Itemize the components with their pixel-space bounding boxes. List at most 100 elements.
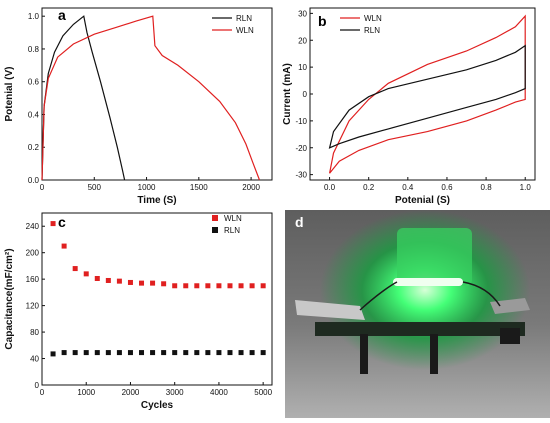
data-point-wln — [83, 271, 89, 277]
x-tick-label: 0.8 — [481, 183, 493, 192]
series-line-rln — [328, 44, 526, 149]
legend-label: RLN — [364, 26, 380, 35]
x-tick-label: 500 — [88, 183, 102, 192]
series-line-wln — [329, 14, 526, 174]
left-clip — [295, 300, 365, 320]
data-point-rln — [50, 351, 56, 357]
x-tick-label: 0 — [40, 388, 45, 397]
x-axis-label: Time (S) — [137, 195, 176, 206]
y-tick-label: 0.4 — [28, 110, 40, 119]
y-axis-label: Potenial (V) — [4, 66, 15, 121]
y-axis-label: Current (mA) — [282, 63, 293, 125]
y-axis-label: Capacitance(mF/cm²) — [4, 248, 15, 349]
data-point-wln — [150, 280, 156, 286]
photo-panel-d: d — [285, 210, 550, 418]
chart-panel-b: 0.0 0.2 0.4 0.6 0.8 1.0 -30 -20 -10 0 10 20 30 Poteni… — [280, 0, 550, 210]
y-tick-label: 160 — [26, 275, 40, 284]
x-tick-label: 1500 — [190, 183, 208, 192]
x-tick-label: 2000 — [122, 388, 140, 397]
x-tick-label: 0.0 — [324, 183, 336, 192]
data-point-wln — [172, 283, 178, 289]
legend-label: WLN — [364, 14, 382, 23]
data-point-wln — [205, 283, 211, 289]
series-line-rln — [41, 15, 126, 181]
data-point-rln — [139, 350, 145, 356]
data-point-rln — [94, 350, 100, 356]
data-point-rln — [161, 350, 167, 356]
clip-end — [500, 328, 520, 344]
data-point-wln — [127, 279, 133, 285]
left-wire — [359, 281, 398, 311]
data-point-wln — [94, 275, 100, 281]
y-tick-label: 1.0 — [28, 12, 40, 21]
legend-marker — [212, 227, 218, 233]
x-axis-label: Potenial (S) — [395, 195, 450, 206]
y-tick-label: 40 — [30, 355, 39, 364]
data-point-wln — [161, 281, 167, 287]
y-tick-label: 80 — [30, 328, 39, 337]
data-point-wln — [194, 283, 200, 289]
plot-frame-a — [41, 7, 273, 181]
data-point-wln — [227, 283, 233, 289]
chart-b-svg: 0.0 0.2 0.4 0.6 0.8 1.0 -30 -20 -10 0 10 20 30 Poteni… — [282, 7, 536, 206]
data-point-rln — [227, 350, 233, 356]
data-point-rln — [183, 350, 189, 356]
legend-marker — [212, 215, 218, 221]
x-tick-label: 1000 — [77, 388, 95, 397]
data-point-rln — [260, 350, 266, 356]
clip-leg-2 — [430, 334, 438, 374]
series-line-wln — [41, 15, 261, 181]
plot-frame-b — [309, 7, 536, 181]
data-point-rln — [116, 350, 122, 356]
x-tick-label: 1000 — [138, 183, 156, 192]
y-tick-label: 240 — [26, 222, 40, 231]
x-tick-label: 4000 — [210, 388, 228, 397]
chart-panel-a: 0 500 1000 1500 2000 0.0 0.2 0.4 0.6 0.8 1.0 Time (… — [0, 0, 290, 210]
data-point-rln — [216, 350, 222, 356]
y-tick-label: 10 — [298, 63, 307, 72]
x-tick-label: 0.4 — [402, 183, 414, 192]
y-tick-label: 0.8 — [28, 45, 40, 54]
data-point-rln — [205, 350, 211, 356]
data-point-rln — [72, 350, 78, 356]
data-point-wln — [183, 283, 189, 289]
y-tick-label: 0.2 — [28, 143, 40, 152]
data-point-wln — [249, 283, 255, 289]
right-clip — [490, 298, 530, 314]
legend-label: WLN — [224, 214, 242, 223]
data-point-rln — [150, 350, 156, 356]
y-tick-label: -10 — [295, 117, 307, 126]
y-tick-label: 0 — [303, 90, 308, 99]
device-photo: d — [285, 210, 550, 418]
data-point-rln — [61, 350, 67, 356]
data-point-rln — [194, 350, 200, 356]
y-tick-label: 0.6 — [28, 78, 40, 87]
data-point-wln — [139, 280, 145, 286]
data-point-rln — [172, 350, 178, 356]
y-tick-label: -20 — [295, 144, 307, 153]
y-tick-label: 0 — [35, 381, 40, 390]
y-tick-label: 0.0 — [28, 176, 40, 185]
legend-label: RLN — [236, 14, 252, 23]
y-tick-label: 30 — [298, 9, 307, 18]
data-point-rln — [127, 350, 133, 356]
data-point-wln — [105, 277, 111, 283]
data-point-wln — [72, 266, 78, 272]
data-point-wln — [216, 283, 222, 289]
data-point-wln — [260, 283, 266, 289]
x-tick-label: 0.2 — [363, 183, 375, 192]
chart-a-svg: 0 500 1000 1500 2000 0.0 0.2 0.4 0.6 0.8 1.0 Time (… — [4, 7, 273, 206]
panel-label-b: b — [318, 13, 327, 29]
x-tick-label: 5000 — [254, 388, 272, 397]
right-wire — [462, 281, 501, 307]
data-point-wln — [61, 243, 67, 249]
y-tick-label: 20 — [298, 36, 307, 45]
data-point-rln — [105, 350, 111, 356]
x-tick-label: 3000 — [166, 388, 184, 397]
x-tick-label: 0.6 — [441, 183, 453, 192]
panel-label-a: a — [58, 7, 66, 23]
electrode-bar — [315, 322, 525, 336]
chart-panel-c: 0 1000 2000 3000 4000 5000 0 40 80 120 160 200 240 Cy… — [0, 205, 290, 418]
x-tick-label: 1.0 — [520, 183, 532, 192]
legend-label: RLN — [224, 226, 240, 235]
